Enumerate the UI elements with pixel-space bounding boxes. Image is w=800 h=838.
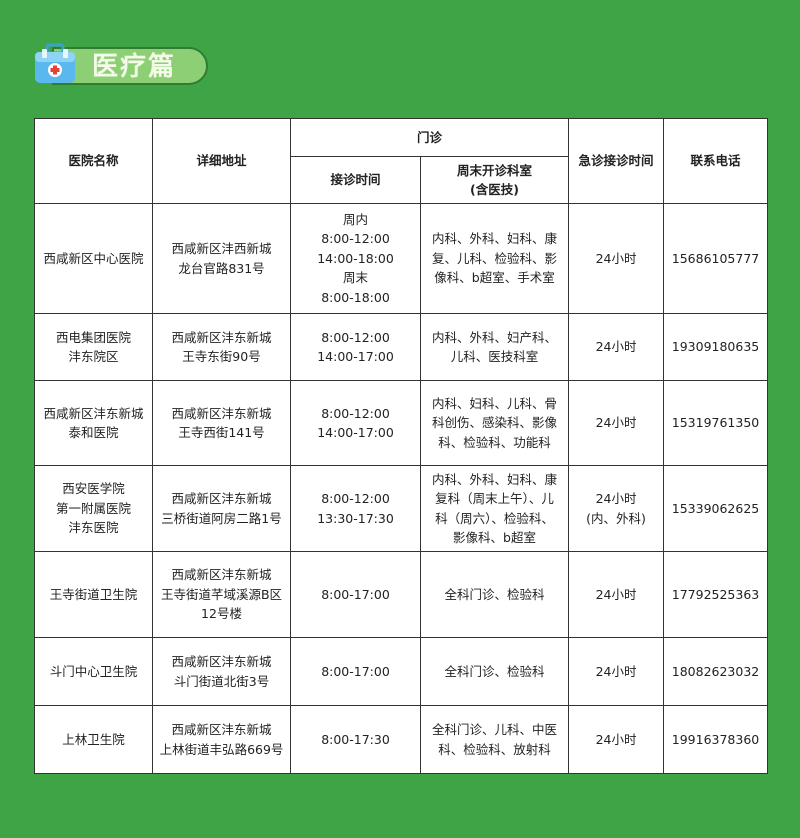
medical-kit-icon: [35, 43, 75, 83]
header-outpatient: 门诊: [289, 118, 570, 157]
cell-hours: 8:00-17:00: [290, 637, 421, 706]
cell-emergency: 24小时: [568, 551, 665, 638]
cell-phone: 17792525363: [663, 551, 769, 638]
cell-address: 西咸新区沣东新城 上林街道丰弘路669号: [152, 705, 291, 774]
cell-phone: 18082623032: [663, 637, 769, 706]
cell-name: 西电集团医院 沣东院区: [34, 313, 153, 381]
cell-hours: 8:00-12:00 14:00-17:00: [290, 380, 421, 466]
cell-name: 斗门中心卫生院: [34, 637, 153, 706]
cell-address: 西咸新区沣东新城 王寺东街90号: [152, 313, 291, 381]
section-title-badge: [52, 47, 208, 85]
table-row: 西咸新区中心医院 西咸新区沣西新城 龙台官路831号 周内 8:00-12:00 1…: [34, 203, 769, 314]
cell-address: 西咸新区沣东新城 王寺西街141号: [152, 380, 291, 466]
cell-depts: 内科、妇科、儿科、骨 科创伤、感染科、影像 科、检验科、功能科: [419, 380, 570, 466]
table-row: 上林卫生院 西咸新区沣东新城 上林街道丰弘路669号 8:00-17:30 全科门诊、…: [34, 705, 769, 774]
cell-phone: 15319761350: [663, 380, 769, 466]
cell-emergency: 24小时 (内、外科): [568, 465, 665, 552]
header-weekend-depts: 周末开诊科室 (含医技): [419, 156, 570, 204]
section-title: 医疗篇: [92, 52, 177, 82]
header-phone: 联系电话: [663, 118, 769, 204]
cell-depts: 内科、外科、妇产科、 儿科、医技科室: [419, 313, 570, 381]
table-row: 王寺街道卫生院 西咸新区沣东新城 王寺街道芊域溪源B区 12号楼 8:00-17:0…: [34, 551, 769, 638]
cell-address: 西咸新区沣东新城 王寺街道芊域溪源B区 12号楼: [152, 551, 291, 638]
cell-hours: 8:00-12:00 13:30-17:30: [290, 465, 421, 552]
cell-phone: 19916378360: [663, 705, 769, 774]
cell-phone: 15686105777: [663, 203, 769, 314]
cell-name: 上林卫生院: [34, 705, 153, 774]
cell-emergency: 24小时: [568, 313, 665, 381]
header-hours: 接诊时间: [290, 156, 421, 204]
cell-depts: 全科门诊、检验科: [419, 551, 570, 638]
table-row: 西咸新区沣东新城 泰和医院 西咸新区沣东新城 王寺西街141号 8:00-12:00…: [34, 380, 769, 466]
cell-hours: 周内 8:00-12:00 14:00-18:00 周末 8:00-18:00: [290, 203, 421, 314]
cell-emergency: 24小时: [568, 380, 665, 466]
hospital-table: 医院名称 详细地址 门诊 急诊接诊时间 联系电话 接诊时间 周末开诊科室 (含医…: [34, 118, 769, 774]
cell-phone: 15339062625: [663, 465, 769, 552]
cell-depts: 全科门诊、检验科: [419, 637, 570, 706]
cell-depts: 内科、外科、妇科、康 复科（周末上午）、儿 科（周六）、检验科、 影像科、b超室: [419, 465, 570, 552]
table-row: 西安医学院 第一附属医院 沣东医院 西咸新区沣东新城 三桥街道阿房二路1号 8:00…: [34, 465, 769, 552]
header-name: 医院名称: [34, 118, 153, 204]
cell-name: 西安医学院 第一附属医院 沣东医院: [34, 465, 153, 552]
cell-name: 王寺街道卫生院: [34, 551, 153, 638]
cell-emergency: 24小时: [568, 203, 665, 314]
cell-hours: 8:00-17:00: [290, 551, 421, 638]
cell-hours: 8:00-17:30: [290, 705, 421, 774]
header-address: 详细地址: [152, 118, 291, 204]
cell-emergency: 24小时: [568, 705, 665, 774]
cell-address: 西咸新区沣东新城 三桥街道阿房二路1号: [152, 465, 291, 552]
cell-hours: 8:00-12:00 14:00-17:00: [290, 313, 421, 381]
header-emergency: 急诊接诊时间: [568, 118, 665, 204]
cell-address: 西咸新区沣西新城 龙台官路831号: [152, 203, 291, 314]
cell-emergency: 24小时: [568, 637, 665, 706]
cell-name: 西咸新区中心医院: [34, 203, 153, 314]
table-row: 西电集团医院 沣东院区 西咸新区沣东新城 王寺东街90号 8:00-12:00 14…: [34, 313, 769, 381]
cell-depts: 内科、外科、妇科、康 复、儿科、检验科、影 像科、b超室、手术室: [419, 203, 570, 314]
table-row: 斗门中心卫生院 西咸新区沣东新城 斗门街道北街3号 8:00-17:00 全科门诊、检…: [34, 637, 769, 706]
cell-phone: 19309180635: [663, 313, 769, 381]
cell-depts: 全科门诊、儿科、中医 科、检验科、放射科: [419, 705, 570, 774]
cell-name: 西咸新区沣东新城 泰和医院: [34, 380, 153, 466]
cell-address: 西咸新区沣东新城 斗门街道北街3号: [152, 637, 291, 706]
